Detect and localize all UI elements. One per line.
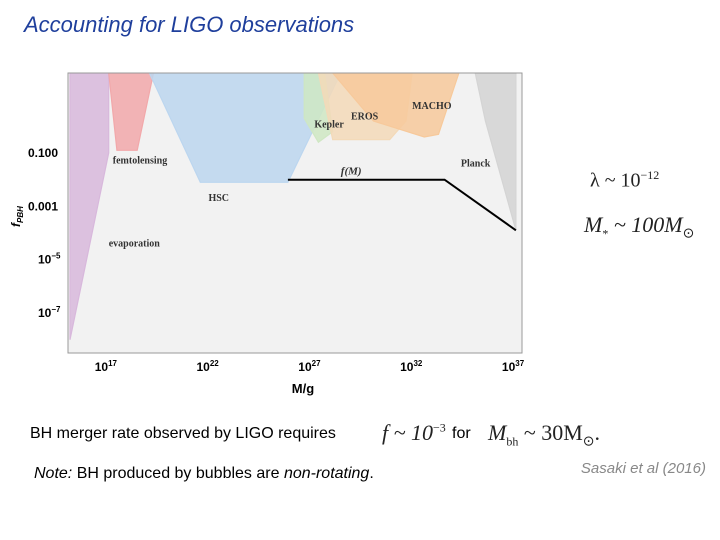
label-femtolensing: femtolensing: [113, 156, 167, 167]
lambda-exponent: −12: [640, 168, 660, 182]
x-tick-label-22: 1022: [197, 359, 220, 374]
y-tick-label-−5: 10−5: [38, 252, 61, 267]
x-tick-label-27: 1027: [298, 359, 321, 374]
x-tick-label-37: 1037: [502, 359, 525, 374]
y-tick-label-−7: 10−7: [38, 305, 61, 320]
y-tick-label-0_001: 0.001: [28, 199, 58, 213]
mstar-subscript: *: [602, 226, 609, 241]
mbh-symbol: M: [488, 420, 507, 445]
constraint-femtolensing-region: [108, 73, 155, 151]
constraint-evaporation-region: [69, 73, 110, 340]
x-axis-label: M/g: [292, 381, 314, 396]
for-text: for: [452, 425, 471, 442]
slide-title: Accounting for LIGO observations: [24, 12, 355, 37]
label-planck: Planck: [461, 158, 491, 169]
mbh-solar-symbol: ⊙: [582, 434, 595, 450]
plot-frame: [67, 72, 523, 354]
constraint-macho-region: [331, 73, 460, 138]
note-text-2: .: [369, 465, 374, 482]
note-line: Note: BH produced by bubbles are non-rot…: [34, 465, 374, 483]
x-tick-label-17: 1017: [95, 359, 118, 374]
f-expression: f ~ 10: [382, 420, 434, 445]
solar-mass-symbol: ⊙: [682, 226, 695, 242]
y-tick-label-0_100: 0.100: [28, 146, 58, 160]
chart-svg: femtolensing HSC Kepler EROS MACHO Planck f(M)…: [9, 72, 525, 396]
mbh-subscript: bh: [506, 434, 519, 449]
y-axis-label: fPBH: [9, 206, 25, 227]
f-exponent: −3: [433, 420, 446, 435]
note-text-1: BH produced by bubbles are: [72, 465, 284, 482]
mstar-formula: M* ~ 100M⊙: [584, 212, 694, 242]
note-text-italic: non-rotating: [283, 465, 370, 482]
mstar-value: ~ 100M: [608, 212, 683, 237]
lambda-formula: λ ~ 10−12: [590, 168, 659, 193]
label-kepler: Kepler: [314, 120, 344, 131]
label-eros: EROS: [351, 112, 379, 123]
x-tick-label-32: 1032: [400, 359, 423, 374]
label-evaporation: evaporation: [109, 238, 161, 249]
label-macho: MACHO: [412, 101, 452, 112]
note-label: Note:: [34, 465, 73, 482]
f-formula: f ~ 10−3: [382, 420, 446, 446]
mbh-period: .: [594, 420, 601, 445]
mbh-value: ~ 30M: [518, 420, 583, 445]
citation: Sasaki et al (2016): [580, 460, 706, 477]
label-fm: f(M): [341, 165, 362, 177]
label-hsc: HSC: [208, 193, 229, 204]
pbh-constraint-plot: femtolensing HSC Kepler EROS MACHO Planck f(M)…: [0, 60, 540, 400]
f-of-m-line: [287, 178, 517, 232]
constraint-hsc-region: [148, 73, 342, 183]
mstar-symbol: M: [584, 212, 603, 237]
mbh-formula: Mbh ~ 30M⊙.: [488, 420, 600, 450]
merger-text: BH merger rate observed by LIGO requires: [30, 425, 336, 442]
lambda-expression: λ ~ 10: [590, 169, 641, 192]
